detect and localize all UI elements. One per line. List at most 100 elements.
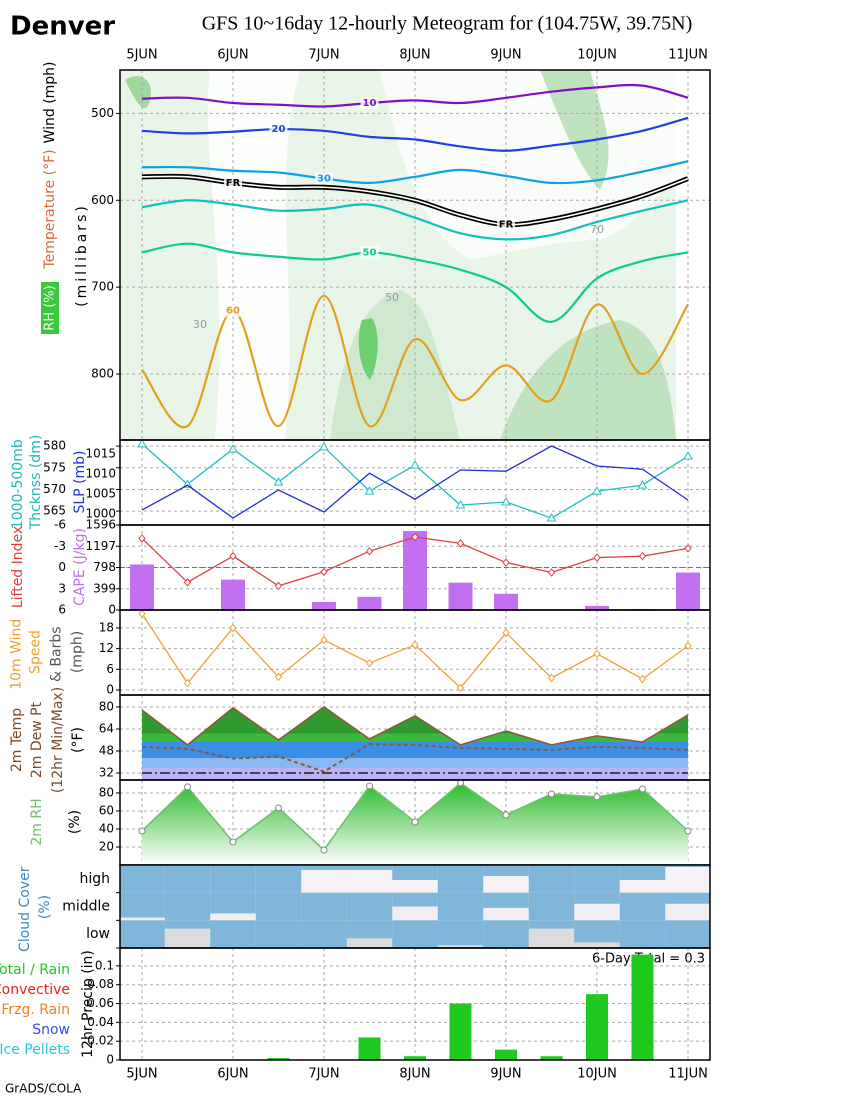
label-bg [315,172,333,185]
point [638,674,647,684]
point [365,658,374,668]
y-tick-label: 80 [99,699,114,713]
y-tick-label: -3 [54,539,66,553]
line [141,705,689,746]
cloud-cell [120,892,165,918]
row-label: high [79,871,110,887]
cloud-cell [392,920,438,948]
label-line: & Barbs [49,622,65,682]
line [141,445,689,519]
point [410,460,420,469]
contour-label: 50 [363,247,377,258]
label-bg [360,246,379,259]
cloud-cell [665,865,710,867]
bar [495,1049,517,1060]
point [319,441,329,451]
cloud-cell [619,892,666,921]
rh-contour-label: 30 [193,318,207,331]
bar [585,605,609,610]
cloud-cell [574,920,620,943]
point [364,486,375,495]
cloud-cell [210,920,256,948]
y-tick-label: 6 [58,603,66,617]
y2-tick-label: 1010 [85,467,116,481]
x-tick-label: 10JUN [577,1067,617,1082]
isotherm [141,83,689,108]
contour-label: 30 [317,174,331,185]
y-tick-label: 0 [106,1053,114,1067]
point [229,623,237,633]
x-tick-label: 8JUN [399,1067,430,1082]
label-line: (%) [37,895,53,919]
axis-title: Lifted Index [10,526,26,608]
y-tick-label: 0.08 [87,977,114,991]
point [684,544,692,553]
x-tick-label: 6JUN [217,1067,248,1082]
y-tick-label: 580 [43,439,66,453]
point [684,641,692,651]
y-tick-label: 565 [43,504,66,518]
cloud-cell [210,865,256,893]
x-tick-label: 7JUN [308,1067,339,1082]
axis-title: (%) [67,810,83,834]
cloud-cell [392,865,438,880]
isotherm [141,116,689,152]
y-tick-label: 0.1 [95,958,114,972]
point [683,451,693,460]
cloud-cell [574,865,620,893]
y2-tick-label: 1000 [85,507,116,521]
point [501,497,511,506]
cloud-cell [164,865,211,893]
point [455,500,466,509]
point [273,477,284,486]
point [182,479,193,488]
label-line: 1000-500mb [10,435,26,529]
cloud-cell [483,892,529,908]
row-label: low [86,926,110,942]
point [502,628,510,638]
point [411,640,419,650]
area [142,706,688,780]
rh-moist [125,76,151,109]
cloud-cell [346,920,393,939]
x-tick-label: 5JUN [126,1067,157,1082]
cloud-cell [255,892,302,921]
point [320,846,328,854]
cloud-cell [164,920,211,929]
point [183,678,192,688]
label-line: (mph) [70,631,86,673]
line [141,743,689,773]
label-bg [224,304,242,317]
point [320,567,328,577]
label-bg [224,176,242,189]
label-line: Thcknss (dm) [28,435,44,531]
bar [494,593,518,610]
y2-tick-label: 1015 [85,447,116,461]
axis-title: CAPE (J/kg) [72,528,88,606]
point [456,539,465,548]
x-tick-label: 10JUN [577,48,617,63]
point [138,609,146,619]
y-tick-label: 12 [99,641,114,655]
point [593,793,601,801]
cloud-cell [665,892,710,904]
y-tick-label: 64 [99,721,114,735]
point [411,532,419,542]
point [411,818,419,826]
y-tick-label: -6 [54,518,66,532]
bar [540,1056,563,1060]
cloud-cell [619,920,666,948]
label-line: Cloud Cover [17,862,33,952]
label-bg [360,97,379,110]
y-tick-label: 20 [99,839,114,853]
cloud-cell [301,920,347,948]
legend-entry: Total / Rain [0,962,70,978]
legend-entry: Ice Pellets [0,1042,70,1058]
y2-tick-label: 1197 [85,539,116,553]
bar [267,1058,290,1060]
axis-title: 2m Temp [9,708,25,772]
cloud-cell [528,865,575,893]
point [320,635,328,645]
cloud-cell [528,892,575,921]
rh-moist [540,70,609,190]
